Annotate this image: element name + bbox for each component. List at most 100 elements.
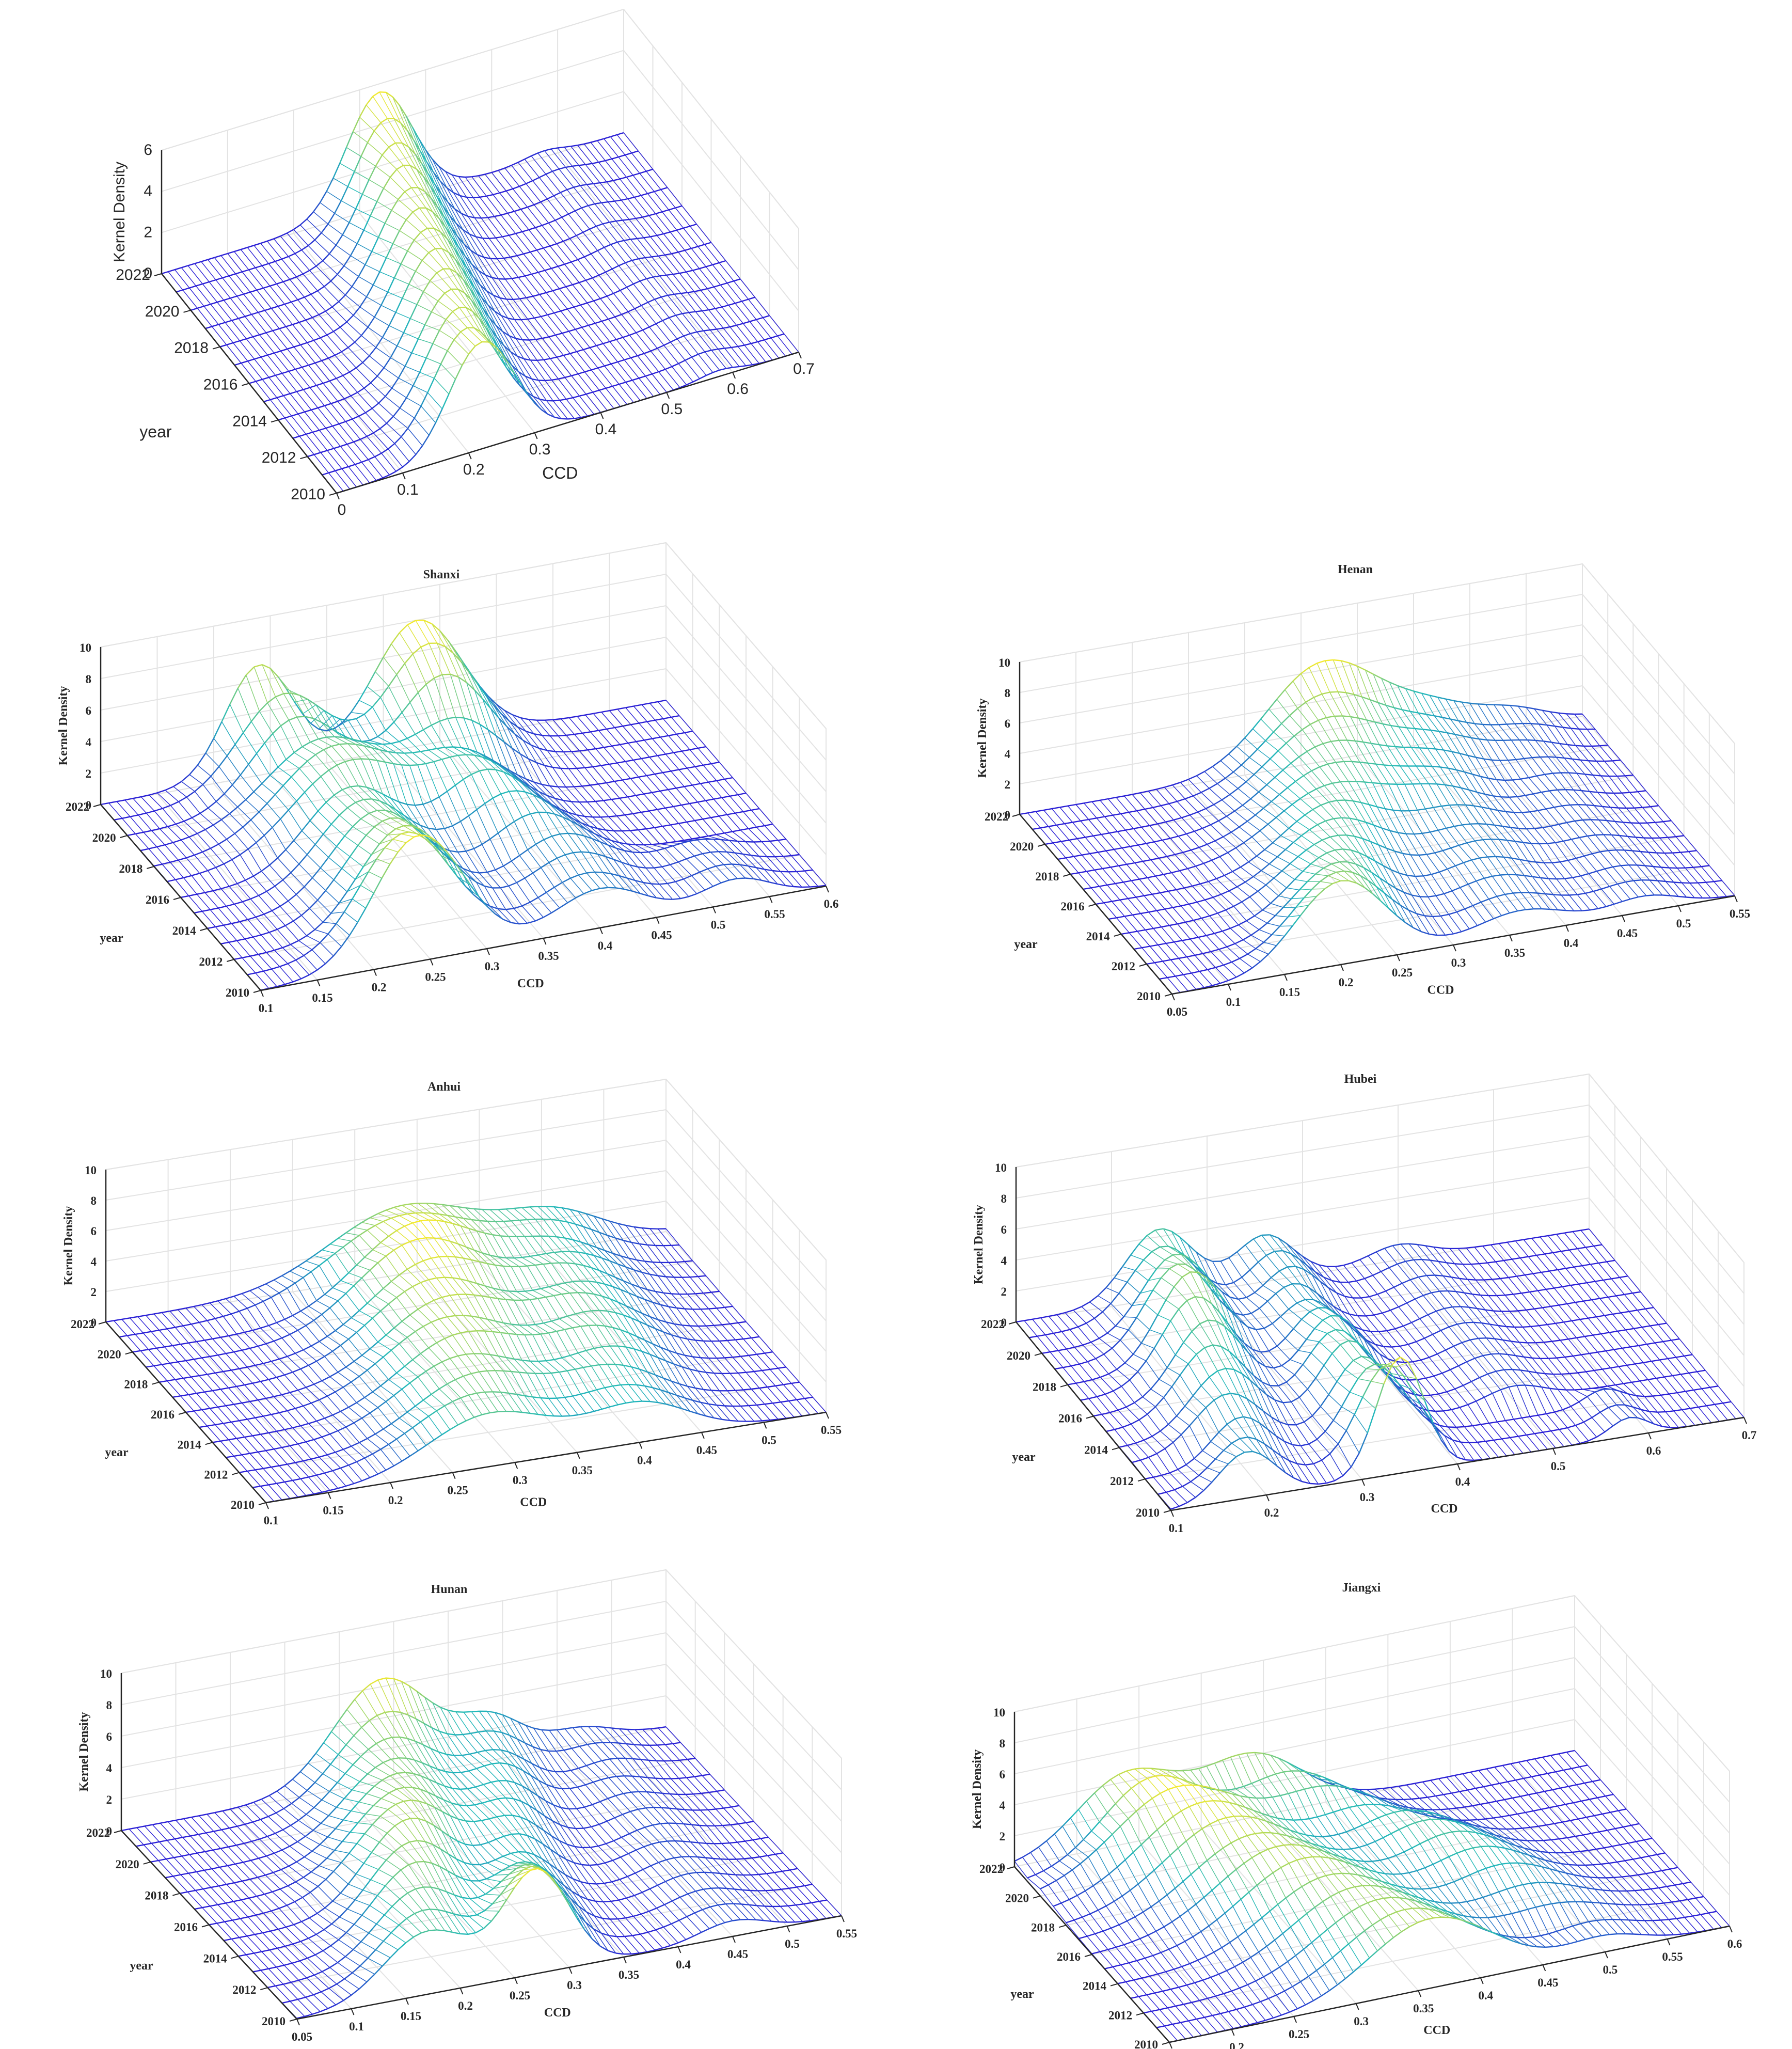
density-curve-2020: [1213, 799, 1223, 806]
density-curve-2010: [357, 908, 367, 923]
density-curve-2012: [234, 957, 243, 960]
y-tick-label: 2018: [119, 862, 142, 875]
density-curve-2013: [623, 334, 630, 338]
surface-rib: [258, 954, 272, 970]
surface-rib: [764, 869, 778, 885]
density-curve-2014: [430, 272, 437, 281]
surface-rib: [277, 306, 293, 325]
density-curve-2022: [237, 674, 247, 689]
density-curve-2015: [408, 271, 416, 285]
surface-rib: [241, 362, 256, 382]
density-curve-2017: [1597, 792, 1606, 794]
density-curve-2020: [199, 807, 209, 814]
surface-rib: [1578, 729, 1592, 747]
density-curve-2020: [514, 733, 524, 741]
surface-rib: [681, 805, 695, 821]
density-curve-2010: [349, 922, 358, 936]
density-curve-2020: [256, 743, 265, 754]
density-curve-2020: [315, 260, 323, 267]
surface-rib: [1528, 777, 1542, 793]
surface-rib: [1578, 804, 1591, 820]
density-curve-2014: [611, 840, 620, 843]
density-curve-2016: [360, 326, 369, 336]
density-curve-2010: [389, 470, 397, 476]
density-curve-2018: [450, 227, 458, 237]
surface-rib: [652, 792, 666, 809]
surface-rib: [1142, 861, 1156, 877]
surface-rib: [542, 735, 556, 752]
surface-rib: [498, 832, 512, 861]
density-curve-2021: [473, 196, 480, 198]
density-curve-2022: [262, 664, 271, 669]
surface-rib: [546, 812, 561, 834]
density-curve-2022: [447, 640, 457, 652]
density-curve-2010: [341, 935, 351, 947]
density-curve-2021: [331, 715, 341, 720]
density-curve-2019: [1532, 756, 1541, 759]
surface-rib: [248, 764, 262, 784]
density-curve-2013: [438, 848, 448, 858]
surface-rib: [547, 314, 563, 334]
surface-rib: [657, 755, 672, 771]
surface-rib: [1257, 749, 1271, 760]
surface-rib: [611, 159, 627, 178]
density-curve-2018: [356, 744, 364, 747]
density-curve-2021: [1539, 723, 1547, 726]
density-curve-2022: [181, 265, 188, 269]
surface-rib: [1249, 896, 1263, 910]
density-curve-2022: [267, 238, 274, 242]
density-curve-2015: [719, 814, 727, 817]
surface-rib: [689, 226, 705, 245]
surface-rib: [513, 908, 528, 924]
surface-rib: [774, 856, 789, 872]
density-curve-2019: [548, 219, 556, 224]
density-curve-2019: [1347, 739, 1355, 742]
density-curve-2017: [1131, 878, 1140, 881]
surface-rib: [300, 344, 315, 364]
surface-rib: [1222, 799, 1235, 812]
density-curve-2011: [683, 875, 692, 880]
surface-rib: [498, 278, 514, 300]
density-curve-2018: [218, 839, 227, 845]
density-curve-2014: [449, 268, 457, 273]
surface-rib: [1164, 909, 1178, 924]
surface-rib: [578, 165, 594, 184]
density-curve-2014: [675, 840, 684, 842]
surface-rib: [577, 716, 591, 732]
density-curve-2017: [392, 230, 400, 244]
density-curve-2021: [461, 661, 470, 673]
surface-rib: [592, 392, 608, 411]
surface-rib: [671, 253, 687, 273]
surface-rib: [705, 800, 720, 816]
surface-rib: [444, 217, 459, 248]
surface-rib: [416, 169, 432, 199]
surface-rib: [479, 873, 493, 888]
density-curve-2010: [721, 879, 730, 884]
surface-rib: [1384, 765, 1397, 785]
surface-rib: [272, 733, 287, 760]
density-curve-2015: [607, 293, 614, 297]
density-curve-2014: [647, 298, 655, 303]
density-curve-2013: [317, 890, 326, 901]
surface-rib: [1527, 860, 1541, 878]
density-curve-2017: [525, 273, 532, 277]
surface-rib: [1281, 723, 1295, 736]
density-curve-2011: [665, 366, 672, 370]
surface-rib: [552, 719, 567, 736]
surface-rib: [288, 371, 304, 390]
surface-rib: [274, 886, 289, 902]
density-curve-2020: [481, 217, 488, 219]
density-curve-2015: [468, 809, 478, 816]
surface-rib: [642, 216, 658, 236]
density-curve-2020: [382, 146, 390, 155]
density-curve-2015: [597, 828, 606, 831]
surface-rib: [441, 194, 457, 224]
density-curve-2015: [403, 814, 413, 822]
surface-rib: [1326, 853, 1340, 862]
surface-rib: [218, 844, 232, 860]
surface-rib: [479, 724, 494, 761]
density-curve-2017: [372, 271, 380, 286]
density-curve-2022: [633, 704, 642, 707]
density-curve-2020: [167, 823, 176, 827]
surface-rib: [496, 704, 510, 722]
